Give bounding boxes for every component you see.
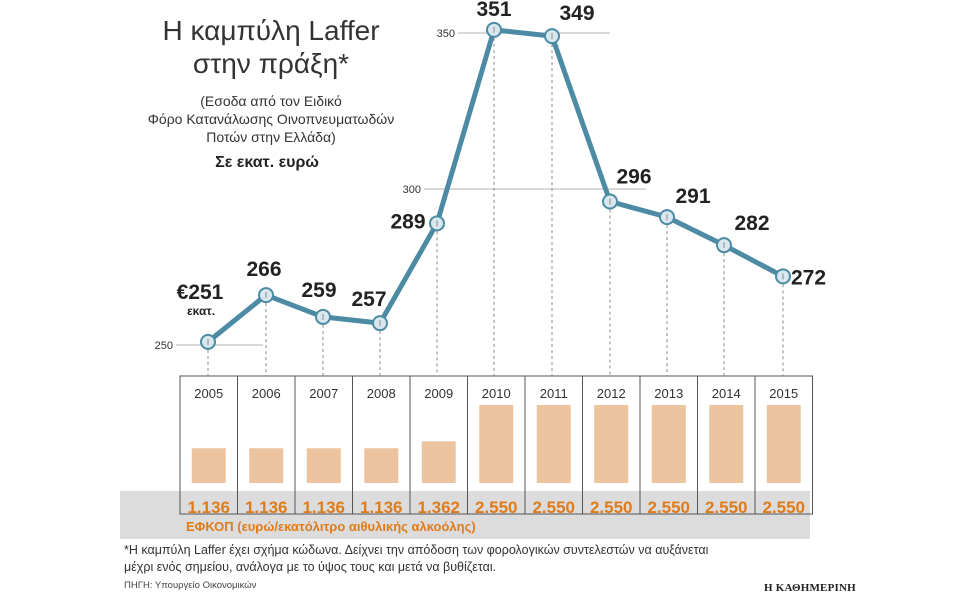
subtitle-line-3: Ποτών στην Ελλάδα) xyxy=(206,129,336,145)
chart-title: Η καμπύλη Laffer στην πράξη* xyxy=(148,14,394,80)
rate-bar xyxy=(306,448,341,483)
data-label-unit: εκατ. xyxy=(187,304,215,318)
rate-value-label: 1.136 xyxy=(302,498,345,517)
table-frame xyxy=(179,375,813,515)
rate-bar xyxy=(364,448,399,483)
rate-bar xyxy=(709,405,744,483)
rate-value-label: 1.136 xyxy=(187,498,230,517)
data-label: 349 xyxy=(559,2,594,25)
year-label: 2011 xyxy=(540,386,568,401)
subtitle-line-2: Φόρο Κατανάλωσης Οινοπνευματωδών xyxy=(147,111,395,127)
year-label: 2008 xyxy=(367,386,396,401)
rate-bar xyxy=(766,405,801,483)
year-label: 2013 xyxy=(654,386,683,401)
data-label: 351 xyxy=(476,0,511,21)
y-tick-label: 350 xyxy=(437,28,455,40)
rate-bar xyxy=(536,405,571,483)
data-label: 291 xyxy=(675,185,710,208)
rate-bar xyxy=(479,405,514,483)
rate-value-label: 1.136 xyxy=(245,498,288,517)
year-label: 2012 xyxy=(597,386,626,401)
title-line-1: Η καμπύλη Laffer xyxy=(162,15,380,46)
rate-value-label: 2.550 xyxy=(590,498,633,517)
rate-bar xyxy=(191,448,226,483)
footnote: *Η καμπύλη Laffer έχει σχήμα κώδωνα. Δεί… xyxy=(124,542,764,576)
rate-value-label: 1.362 xyxy=(417,498,460,517)
footnote-line-2: μέχρι ενός σημείου, ανάλογα με το ύψος τ… xyxy=(124,560,497,574)
year-label: 2009 xyxy=(424,386,453,401)
data-label: 257 xyxy=(351,288,386,311)
title-line-2: στην πράξη* xyxy=(192,48,350,79)
rate-value-label: 1.136 xyxy=(360,498,403,517)
year-label: 2010 xyxy=(482,386,511,401)
year-label: 2005 xyxy=(194,386,223,401)
rate-band xyxy=(120,491,810,539)
data-label: €251 xyxy=(177,281,224,304)
year-label: 2015 xyxy=(769,386,798,401)
rate-value-label: 2.550 xyxy=(762,498,805,517)
chart-subtitle: (Εσοδα από τον Ειδικό Φόρο Κατανάλωσης Ο… xyxy=(128,92,414,146)
rate-axis-label: ΕΦΚΟΠ (ευρώ/εκατόλιτρο αιθυλικής αλκοόλη… xyxy=(186,519,476,534)
source-credit: ΠΗΓΗ: Υπουργείο Οικονομικών xyxy=(124,580,257,591)
subtitle-line-1: (Εσοδα από τον Ειδικό xyxy=(200,93,342,109)
footnote-line-1: *Η καμπύλη Laffer έχει σχήμα κώδωνα. Δεί… xyxy=(124,543,709,557)
rate-value-label: 2.550 xyxy=(532,498,575,517)
rate-value-label: 2.550 xyxy=(647,498,690,517)
year-label: 2006 xyxy=(252,386,281,401)
year-label: 2014 xyxy=(712,386,741,401)
publisher-logo: Η ΚΑΘΗΜΕΡΙΝΗ xyxy=(764,582,856,594)
rate-bar xyxy=(594,405,629,483)
rate-bar xyxy=(651,405,686,483)
rate-value-label: 2.550 xyxy=(705,498,748,517)
year-label: 2007 xyxy=(309,386,338,401)
rate-value-label: 2.550 xyxy=(475,498,518,517)
data-label: 259 xyxy=(301,279,336,302)
data-label: 296 xyxy=(616,165,651,188)
rate-bar xyxy=(249,448,284,483)
data-label: 266 xyxy=(246,258,281,281)
rate-bar xyxy=(421,441,456,483)
y-tick-label: 300 xyxy=(403,184,421,196)
data-label: 282 xyxy=(734,212,769,235)
y-tick-label: 250 xyxy=(155,340,173,352)
data-label: 289 xyxy=(390,210,425,233)
unit-label: Σε εκατ. ευρώ xyxy=(215,154,319,171)
data-label: 272 xyxy=(791,266,826,289)
